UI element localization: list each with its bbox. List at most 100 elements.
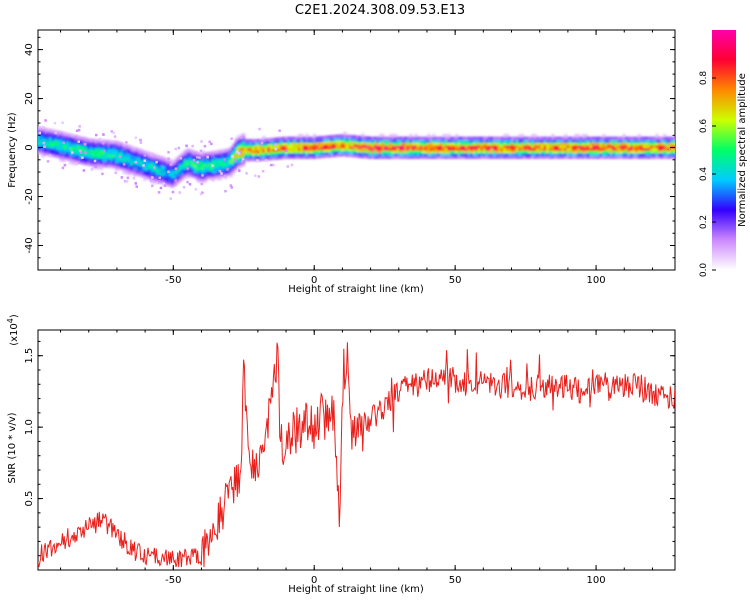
spectrogram-cell (609, 155, 614, 159)
spectrogram-cell (71, 161, 76, 165)
spectrogram-cell (622, 155, 626, 159)
spectrogram-cell (277, 156, 281, 160)
spectrogram-cell (135, 155, 139, 160)
spectrogram-cell (569, 136, 573, 141)
spectrogram-cell (79, 149, 82, 153)
spectrogram-cell (165, 182, 170, 186)
spectrogram-cell (140, 149, 144, 153)
spectrogram-cell (249, 157, 253, 162)
spectrogram-cell (38, 131, 41, 135)
snr-y-tick-label: 0.5 (24, 491, 35, 507)
spectrogram-cell (518, 152, 522, 157)
spectrogram-cell (668, 142, 672, 146)
spectrogram-cell (122, 146, 127, 150)
spectrogram-cell (591, 152, 596, 157)
spectrogram-cell (432, 133, 436, 138)
spectrogram-cell (556, 150, 560, 154)
spectrogram-cell (59, 149, 63, 154)
spectrogram-cell (520, 152, 525, 157)
spectrogram-cell (221, 162, 225, 167)
spectrogram-cell (262, 154, 266, 159)
spectrogram-cell (411, 139, 416, 143)
spectrogram-x-tick-label: 50 (449, 275, 462, 286)
spectrogram-cell (102, 139, 106, 144)
spectrogram-cell (452, 152, 456, 157)
spectrogram-cell (219, 173, 223, 178)
spectrogram-cell (125, 144, 129, 148)
spectrogram-cell (599, 147, 603, 151)
spectrogram-cell (82, 155, 86, 160)
spectrogram-cell (258, 127, 261, 131)
spectrogram-cell (201, 174, 204, 177)
spectrogram-cell (206, 160, 210, 164)
spectrogram-cell (112, 159, 116, 163)
spectrogram-cell (520, 147, 525, 151)
spectrogram-cell (186, 172, 190, 176)
spectrogram-cell (145, 153, 149, 158)
spectrogram-cell (148, 171, 152, 175)
spectrogram-cell (642, 155, 647, 159)
spectrogram-cell (447, 133, 451, 138)
spectrogram-cell (424, 142, 428, 146)
spectrogram-cell (591, 147, 596, 151)
spectrogram-cell (254, 147, 258, 151)
spectrogram-cell (546, 150, 550, 154)
spectrogram-cell (307, 142, 312, 146)
spectrogram-cell (358, 141, 362, 145)
spectrogram-cell (394, 133, 398, 138)
spectrogram-cell (82, 137, 86, 141)
spectrogram-cell (168, 178, 172, 182)
spectrogram-cell (300, 142, 304, 146)
spectrogram-cell (655, 136, 659, 141)
spectrogram-cell (599, 136, 603, 141)
spectrogram-cell (199, 192, 203, 196)
spectrogram-cell (151, 184, 154, 188)
spectrogram-cell (219, 160, 223, 164)
spectrogram-cell (421, 142, 426, 146)
spectrogram-cell (54, 138, 58, 142)
spectrogram-cell (191, 168, 195, 173)
spectrogram-cell (406, 144, 411, 149)
spectrogram-cell (125, 155, 129, 159)
spectrogram-cell (348, 151, 352, 155)
spectrogram-cell (477, 136, 482, 141)
spectrogram-cell (444, 139, 449, 143)
spectrogram-cell (297, 133, 302, 138)
spectrogram-cell (323, 151, 327, 156)
spectrogram-cell (660, 136, 664, 141)
spectrogram-cell (467, 139, 472, 143)
spectrogram-cell (127, 169, 132, 173)
spectrogram-cell (470, 155, 474, 159)
spectrogram-cell (38, 150, 40, 154)
spectrogram-cell (132, 149, 137, 153)
spectrogram-cell (361, 135, 365, 140)
spectrogram-cell (76, 143, 81, 148)
spectrogram-cell (569, 150, 573, 154)
spectrogram-cell (477, 147, 482, 151)
spectrogram-cell (645, 150, 649, 154)
spectrogram-cell (219, 163, 223, 167)
spectrogram-cell (94, 155, 99, 159)
spectrogram-cell (650, 152, 654, 157)
spectrogram-y-axis-label: Frequency (Hz) (7, 112, 18, 188)
spectrogram-cell (571, 155, 576, 159)
spectrogram-cell (107, 140, 111, 144)
spectrogram-cell (117, 141, 121, 145)
spectrogram-cell (330, 143, 335, 147)
spectrogram-cell (274, 143, 277, 147)
spectrogram-cell (343, 145, 347, 149)
spectrogram-cell (414, 155, 418, 159)
spectrogram-cell (97, 141, 101, 146)
spectrogram-cell (328, 143, 332, 147)
spectrogram-cell (607, 139, 611, 143)
spectrogram-cell (203, 173, 208, 178)
spectrogram-cell (586, 144, 591, 149)
spectrogram-cell (386, 144, 390, 149)
spectrogram-cell (378, 136, 383, 141)
spectrogram-cell (652, 139, 657, 143)
spectrogram-cell (462, 144, 466, 149)
spectrogram-cell (127, 172, 132, 176)
spectrogram-cell (224, 189, 227, 193)
spectrogram-cell (597, 136, 601, 141)
spectrogram-cell (82, 147, 86, 152)
